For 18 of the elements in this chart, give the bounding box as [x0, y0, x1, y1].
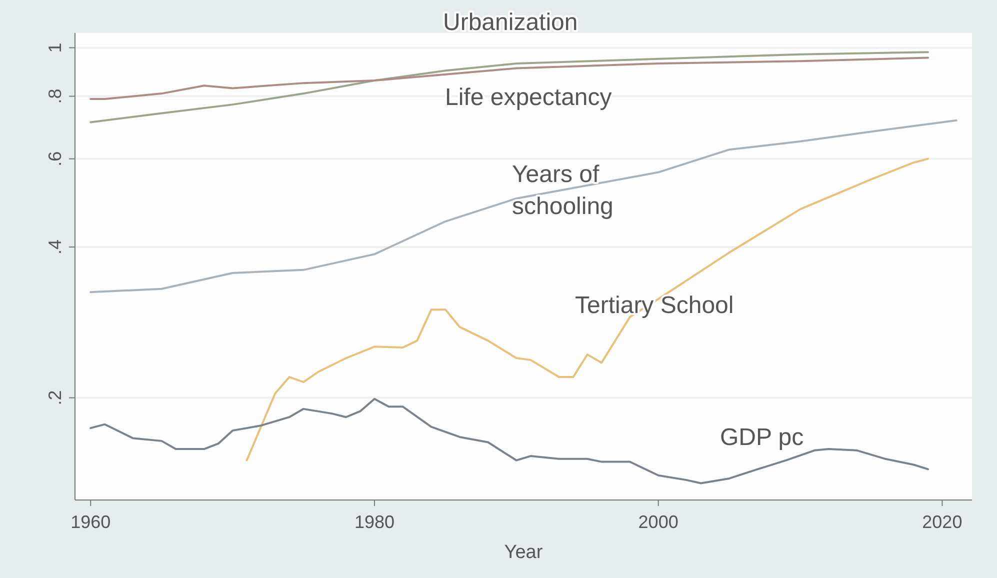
- y-tick-label: .2: [45, 390, 65, 406]
- series-label: Life expectancy: [445, 84, 612, 111]
- series-label: Urbanization: [443, 9, 578, 36]
- line-series: [90, 51, 929, 124]
- series-label: GDP pc: [720, 424, 804, 451]
- x-tick-label: 1980: [354, 512, 394, 532]
- y-tick-label: .6: [45, 151, 65, 166]
- y-tick-label: .4: [45, 240, 65, 255]
- y-tick-label: .8: [45, 88, 65, 104]
- line-series: [90, 398, 929, 484]
- x-tick-label: 1960: [70, 512, 111, 532]
- line-series: [90, 119, 958, 294]
- x-axis-title: Year: [504, 542, 544, 563]
- x-tick-label: 2020: [922, 512, 962, 532]
- y-tick-label: 1: [45, 42, 65, 53]
- series-label: Years of schooling: [512, 161, 614, 220]
- line-series: [246, 158, 929, 462]
- x-tick-label: 2000: [638, 512, 678, 532]
